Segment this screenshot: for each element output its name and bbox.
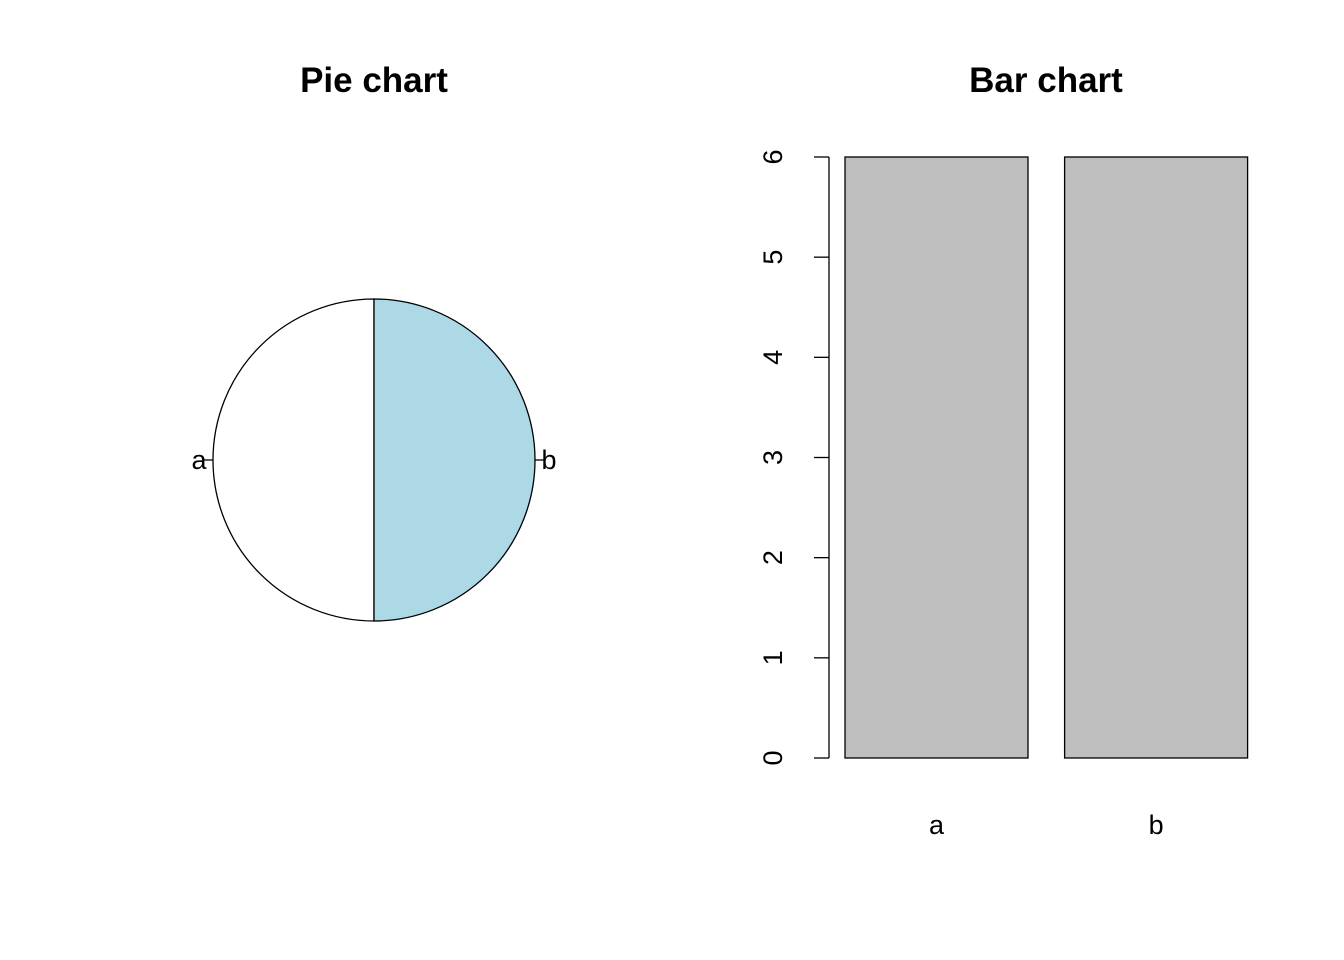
y-tick-label: 6	[758, 149, 788, 164]
bar-series	[844, 156, 1249, 759]
y-tick-label: 0	[758, 750, 788, 765]
pie-slice-b	[373, 298, 536, 622]
pie-slice-label-b: b	[541, 445, 556, 475]
pie-slice-label-a: a	[191, 445, 207, 475]
bar-y-axis: 0 1 2 3 4 5 6	[758, 149, 830, 766]
y-tick-label: 1	[758, 650, 788, 665]
x-category-label-a: a	[929, 810, 945, 840]
bar-b	[1063, 156, 1249, 759]
bar-chart-title: Bar chart	[969, 61, 1123, 100]
y-tick-label: 2	[758, 550, 788, 565]
y-tick-label: 3	[758, 450, 788, 465]
x-category-label-b: b	[1149, 810, 1164, 840]
y-tick-label: 4	[758, 350, 788, 365]
pie-slice-a	[212, 298, 375, 622]
bar-a	[844, 156, 1029, 759]
y-tick-label: 5	[758, 250, 788, 265]
pie-chart-title: Pie chart	[300, 61, 448, 100]
